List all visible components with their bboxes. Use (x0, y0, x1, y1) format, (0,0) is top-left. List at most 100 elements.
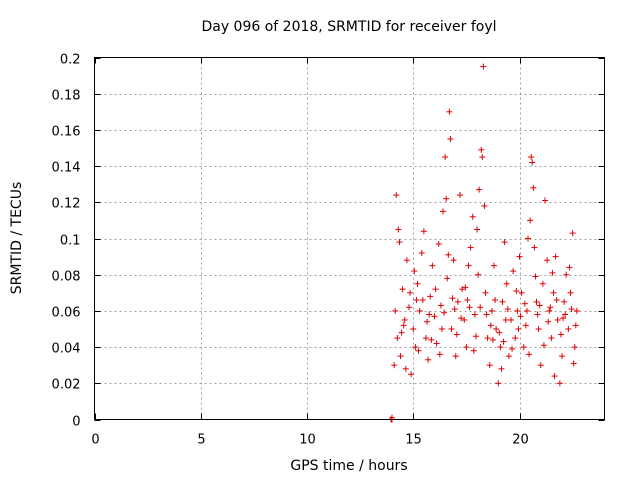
x-tick-label: 10 (299, 433, 316, 448)
data-point (479, 154, 486, 161)
data-point (398, 329, 405, 336)
data-point (391, 362, 398, 369)
data-point (394, 335, 401, 342)
data-point (542, 197, 548, 204)
data-point (450, 257, 457, 264)
data-point (396, 239, 403, 246)
data-point (470, 347, 477, 354)
data-point (503, 280, 510, 287)
data-point (441, 309, 448, 316)
data-point (483, 311, 490, 318)
x-tick-label: 20 (512, 433, 529, 448)
data-point (500, 338, 507, 345)
data-point (548, 335, 555, 342)
data-point (476, 186, 483, 193)
data-point (395, 226, 402, 233)
data-point (445, 251, 452, 258)
data-point (415, 347, 422, 354)
data-point (551, 373, 558, 380)
data-point (510, 268, 517, 275)
data-point (403, 257, 410, 264)
chart-title: Day 096 of 2018, SRMTID for receiver foy… (201, 19, 496, 35)
data-point (525, 235, 531, 242)
y-tick-label: 0.06 (52, 306, 81, 321)
data-point (411, 268, 418, 275)
data-point (495, 380, 502, 387)
data-point (528, 154, 535, 161)
data-point (478, 146, 485, 153)
data-point (549, 269, 556, 276)
data-point (427, 293, 434, 300)
data-point (537, 362, 544, 369)
data-point (433, 340, 440, 347)
data-point (471, 311, 478, 318)
data-point (557, 331, 564, 338)
data-point (492, 297, 499, 304)
data-point (465, 262, 472, 269)
data-point (443, 195, 450, 202)
data-point (464, 297, 471, 304)
data-point (569, 230, 576, 237)
data-point (432, 286, 439, 293)
data-point (477, 304, 484, 311)
data-point (486, 362, 493, 369)
data-point (539, 280, 546, 287)
data-point (523, 307, 530, 314)
data-point (566, 264, 573, 271)
data-point (550, 289, 557, 296)
data-point (517, 313, 524, 320)
data-point (447, 135, 454, 142)
data-point (416, 307, 423, 314)
data-point (438, 326, 445, 332)
data-point (533, 298, 540, 305)
data-point (487, 322, 494, 329)
x-tick-label: 15 (405, 433, 422, 448)
data-point (498, 365, 505, 372)
data-point (491, 262, 497, 269)
data-point (401, 316, 408, 323)
y-tick-label: 0.16 (52, 125, 81, 140)
data-point (423, 335, 429, 342)
data-point (513, 287, 520, 294)
y-tick-label: 0.02 (52, 378, 81, 393)
data-point (529, 159, 536, 166)
data-point (499, 298, 506, 305)
y-tick-label: 0.1 (60, 234, 81, 249)
data-point (397, 353, 404, 360)
data-point (527, 217, 534, 224)
data-point (530, 184, 537, 191)
data-point (553, 297, 560, 304)
tick-labels: 0 0.02 0.04 0.06 0.08 0.1 0.12 0.14 0.16 0.18 0.2 0… (52, 53, 529, 448)
data-point (410, 326, 417, 332)
data-point (462, 284, 469, 291)
data-point (536, 302, 543, 309)
data-point (563, 271, 570, 278)
data-point (474, 226, 480, 233)
y-tick-label: 0.08 (52, 270, 81, 285)
data-point (418, 249, 425, 256)
data-point (496, 329, 503, 336)
data-point (572, 322, 579, 329)
data-point (573, 307, 580, 314)
x-tick-label: 0 (91, 433, 99, 448)
data-points (387, 63, 580, 423)
data-point (419, 297, 426, 304)
plot-frame (94, 57, 605, 420)
data-point (522, 322, 529, 329)
data-point (467, 244, 474, 251)
data-point (402, 365, 409, 372)
data-point (560, 315, 567, 322)
data-point (559, 353, 565, 360)
data-point (444, 275, 451, 282)
data-point (556, 380, 563, 387)
data-point (571, 344, 578, 351)
data-point (469, 213, 476, 220)
data-point (428, 336, 435, 343)
data-point (512, 335, 519, 342)
data-point (457, 192, 463, 199)
data-point (488, 307, 495, 314)
data-point (502, 316, 509, 323)
y-tick-label: 0.18 (52, 89, 81, 104)
data-point (484, 335, 491, 342)
data-point (437, 302, 444, 309)
